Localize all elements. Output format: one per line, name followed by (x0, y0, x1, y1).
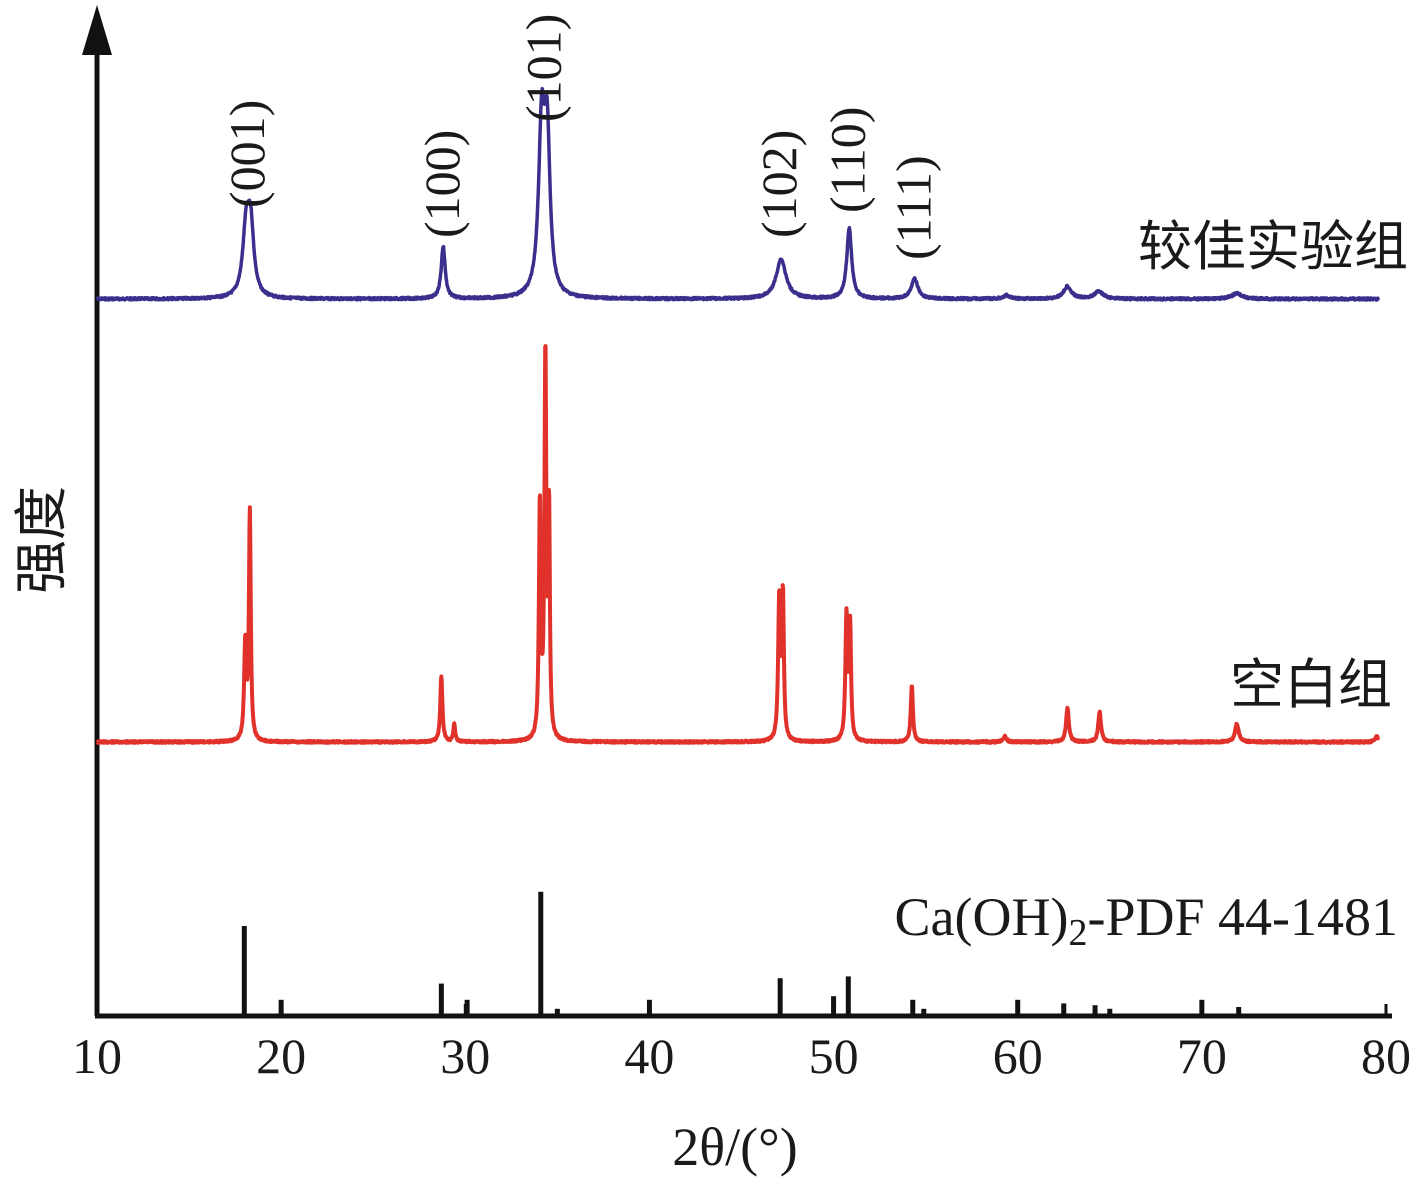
x-tick-label: 50 (809, 1028, 859, 1084)
x-tick-label: 80 (1361, 1028, 1411, 1084)
x-tick-label: 20 (256, 1028, 306, 1084)
y-axis-title: 强度 (12, 486, 72, 594)
hkl-label: (100) (414, 130, 470, 238)
series-label-optimal: 较佳实验组 (1138, 217, 1408, 277)
hkl-label: (101) (516, 14, 572, 122)
y-axis-arrow-icon (82, 5, 112, 55)
reference-label: Ca(OH)2-PDF 44-1481 (895, 887, 1398, 954)
series-label-blank: 空白组 (1230, 655, 1392, 715)
hkl-annotations: (001) (100) (101) (102) (110) (111) (219, 14, 942, 260)
axes (82, 5, 1392, 1019)
series-line-optimal (95, 86, 1380, 302)
x-tick-label: 60 (993, 1028, 1043, 1084)
x-axis-title: 2θ/(°) (672, 1117, 797, 1177)
hkl-label: (102) (751, 130, 807, 238)
series-lines (95, 86, 1381, 745)
x-tick-label: 10 (72, 1028, 122, 1084)
hkl-label: (001) (219, 100, 275, 208)
series-line-blank (95, 344, 1381, 745)
reference-sticks (241, 891, 1242, 1016)
hkl-label: (111) (886, 155, 942, 260)
x-tick-label: 40 (624, 1028, 674, 1084)
hkl-label: (110) (819, 107, 875, 213)
x-tick-label: 30 (440, 1028, 490, 1084)
x-tick-label: 70 (1177, 1028, 1227, 1084)
